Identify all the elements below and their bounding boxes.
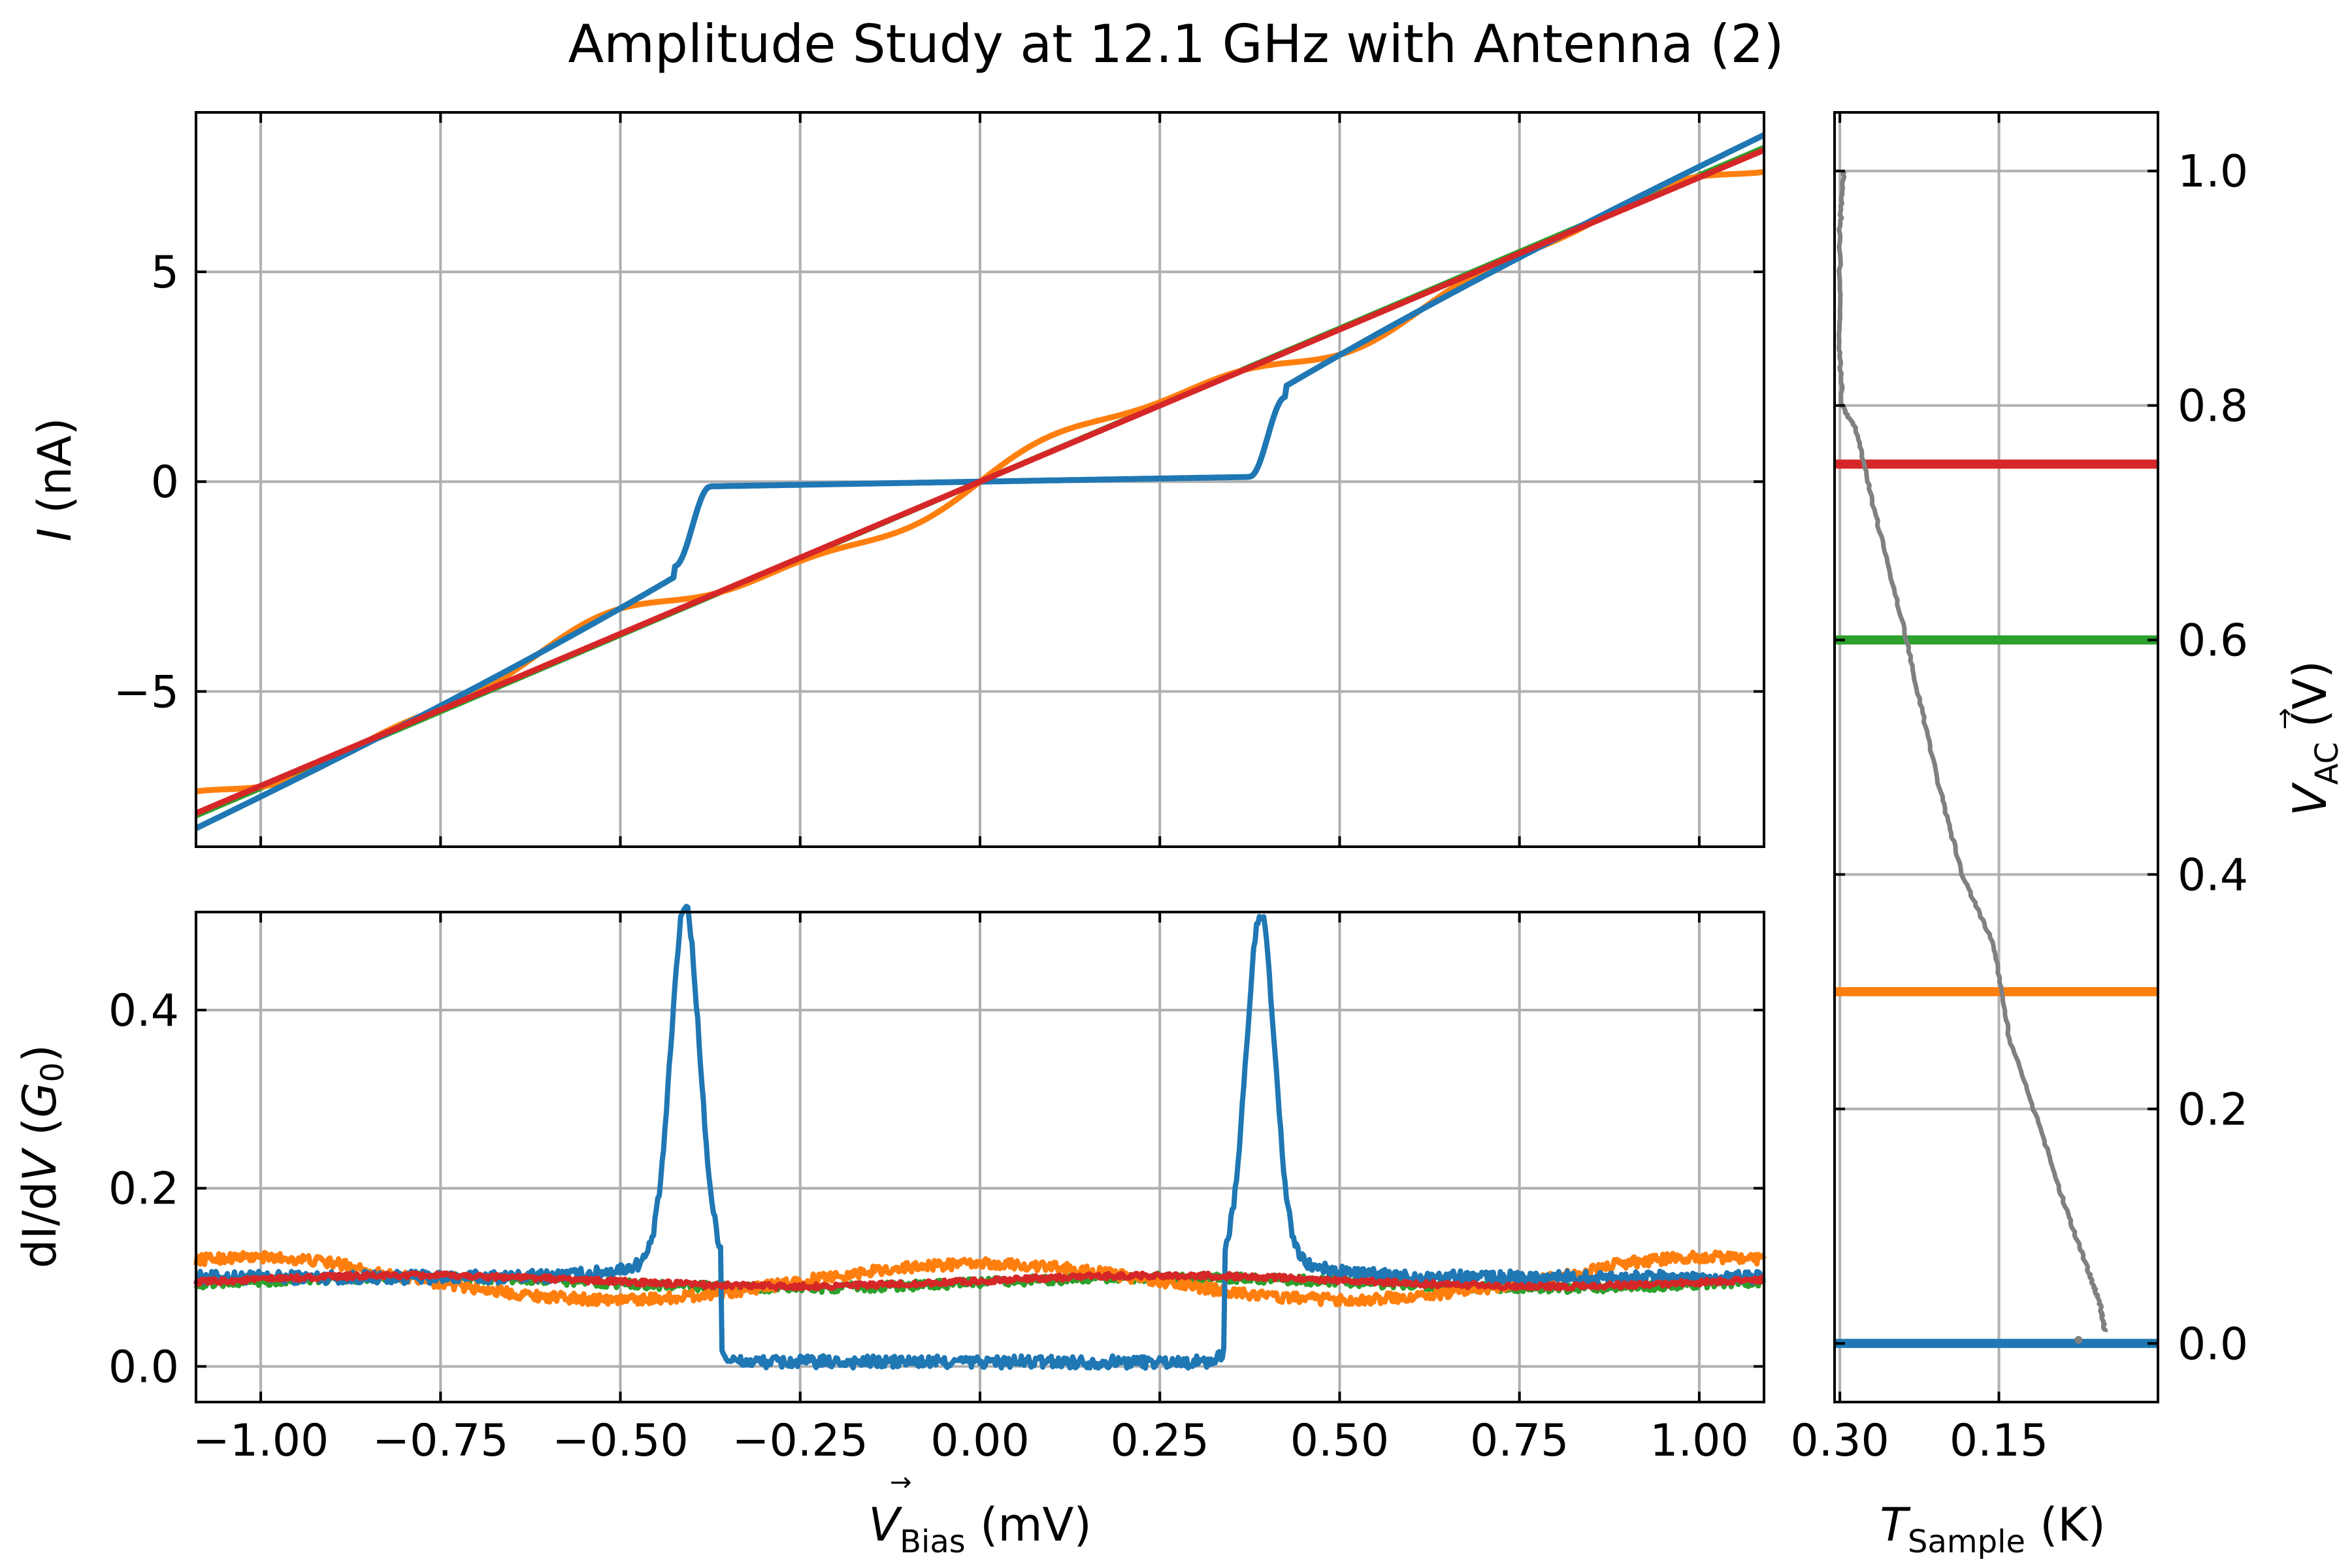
didv-y-tick-label: 0.4 [108, 985, 179, 1037]
didv-y-tick-label: 0.2 [108, 1164, 179, 1215]
didv-panel: −1.00 −0.75 −0.50 −0.25 0.00 0.25 0.50 0.75 1.00… [13, 904, 1767, 1560]
bias-arrow-accent: → [890, 1467, 912, 1497]
iv-y-axis-label: I (nA) [28, 417, 82, 542]
bias-x-axis-label: VBias (mV) [868, 1498, 1092, 1560]
didv-x-tick-label: 1.00 [1650, 1415, 1748, 1467]
didv-x-tick-label: 0.00 [930, 1415, 1029, 1467]
didv-grid [196, 912, 1764, 1402]
didv-x-tick-label: −0.25 [732, 1415, 868, 1467]
temperature-y-tick-label: 0.6 [2178, 615, 2248, 667]
iv-y-tick-label: 5 [151, 247, 179, 299]
didv-series-group [193, 904, 1767, 1371]
temperature-y-tick-label: 0.0 [2178, 1318, 2248, 1370]
didv-frame [195, 911, 1765, 1403]
iv-series-red-line [195, 147, 1765, 816]
didv-x-tick-label: 0.50 [1290, 1415, 1389, 1467]
didv-x-tick-label: −1.00 [193, 1415, 329, 1467]
didv-ticks: −1.00 −0.75 −0.50 −0.25 0.00 0.25 0.50 0.75 1.00… [108, 912, 1764, 1467]
didv-series-red-line [193, 1270, 1766, 1292]
temperature-x-axis-label: TSample (K) [1880, 1498, 2106, 1560]
vac-arrow-accent: → [2270, 708, 2300, 730]
temperature-y-tick-label: 1.0 [2178, 146, 2248, 198]
temperature-frame [1833, 111, 2159, 1403]
didv-x-tick-label: 0.25 [1111, 1415, 1209, 1467]
temperature-trace-point [2074, 1335, 2083, 1344]
didv-y-axis-label: dI/dV (G0) [13, 1045, 71, 1269]
didv-y-tick-label: 0.0 [108, 1341, 179, 1393]
iv-ticks: −5 0 5 [114, 112, 1764, 847]
vac-level-lines [1835, 459, 2158, 1348]
didv-x-tick-label: 0.75 [1470, 1415, 1569, 1467]
iv-series-group [195, 132, 1765, 831]
iv-frame [195, 111, 1765, 848]
didv-x-tick-label: −0.50 [552, 1415, 688, 1467]
vac-y-axis-label: VAC (V) [2283, 661, 2345, 816]
iv-panel: −5 0 5 I (nA) [28, 111, 1765, 848]
chart-title: Amplitude Study at 12.1 GHz with Antenna… [568, 14, 1784, 74]
temperature-panel: 0.30 0.15 0.0 0.2 0.4 0.6 0.8 1.0 TSample (K) V… [1790, 111, 2345, 1560]
temperature-trace-line [1837, 169, 2108, 1333]
temperature-x-tick-label: 0.15 [1950, 1415, 2048, 1467]
didv-x-tick-label: −0.75 [372, 1415, 508, 1467]
iv-y-tick-label: 0 [151, 457, 179, 508]
temperature-y-tick-label: 0.2 [2178, 1084, 2248, 1135]
temperature-ticks: 0.30 0.15 0.0 0.2 0.4 0.6 0.8 1.0 [1790, 112, 2248, 1467]
temperature-grid [1835, 112, 2158, 1402]
temperature-trace [1837, 169, 2108, 1344]
temperature-y-tick-label: 0.8 [2178, 381, 2248, 433]
temperature-y-tick-label: 0.4 [2178, 849, 2248, 901]
temperature-x-tick-label: 0.30 [1790, 1415, 1889, 1467]
iv-y-tick-label: −5 [114, 666, 179, 718]
